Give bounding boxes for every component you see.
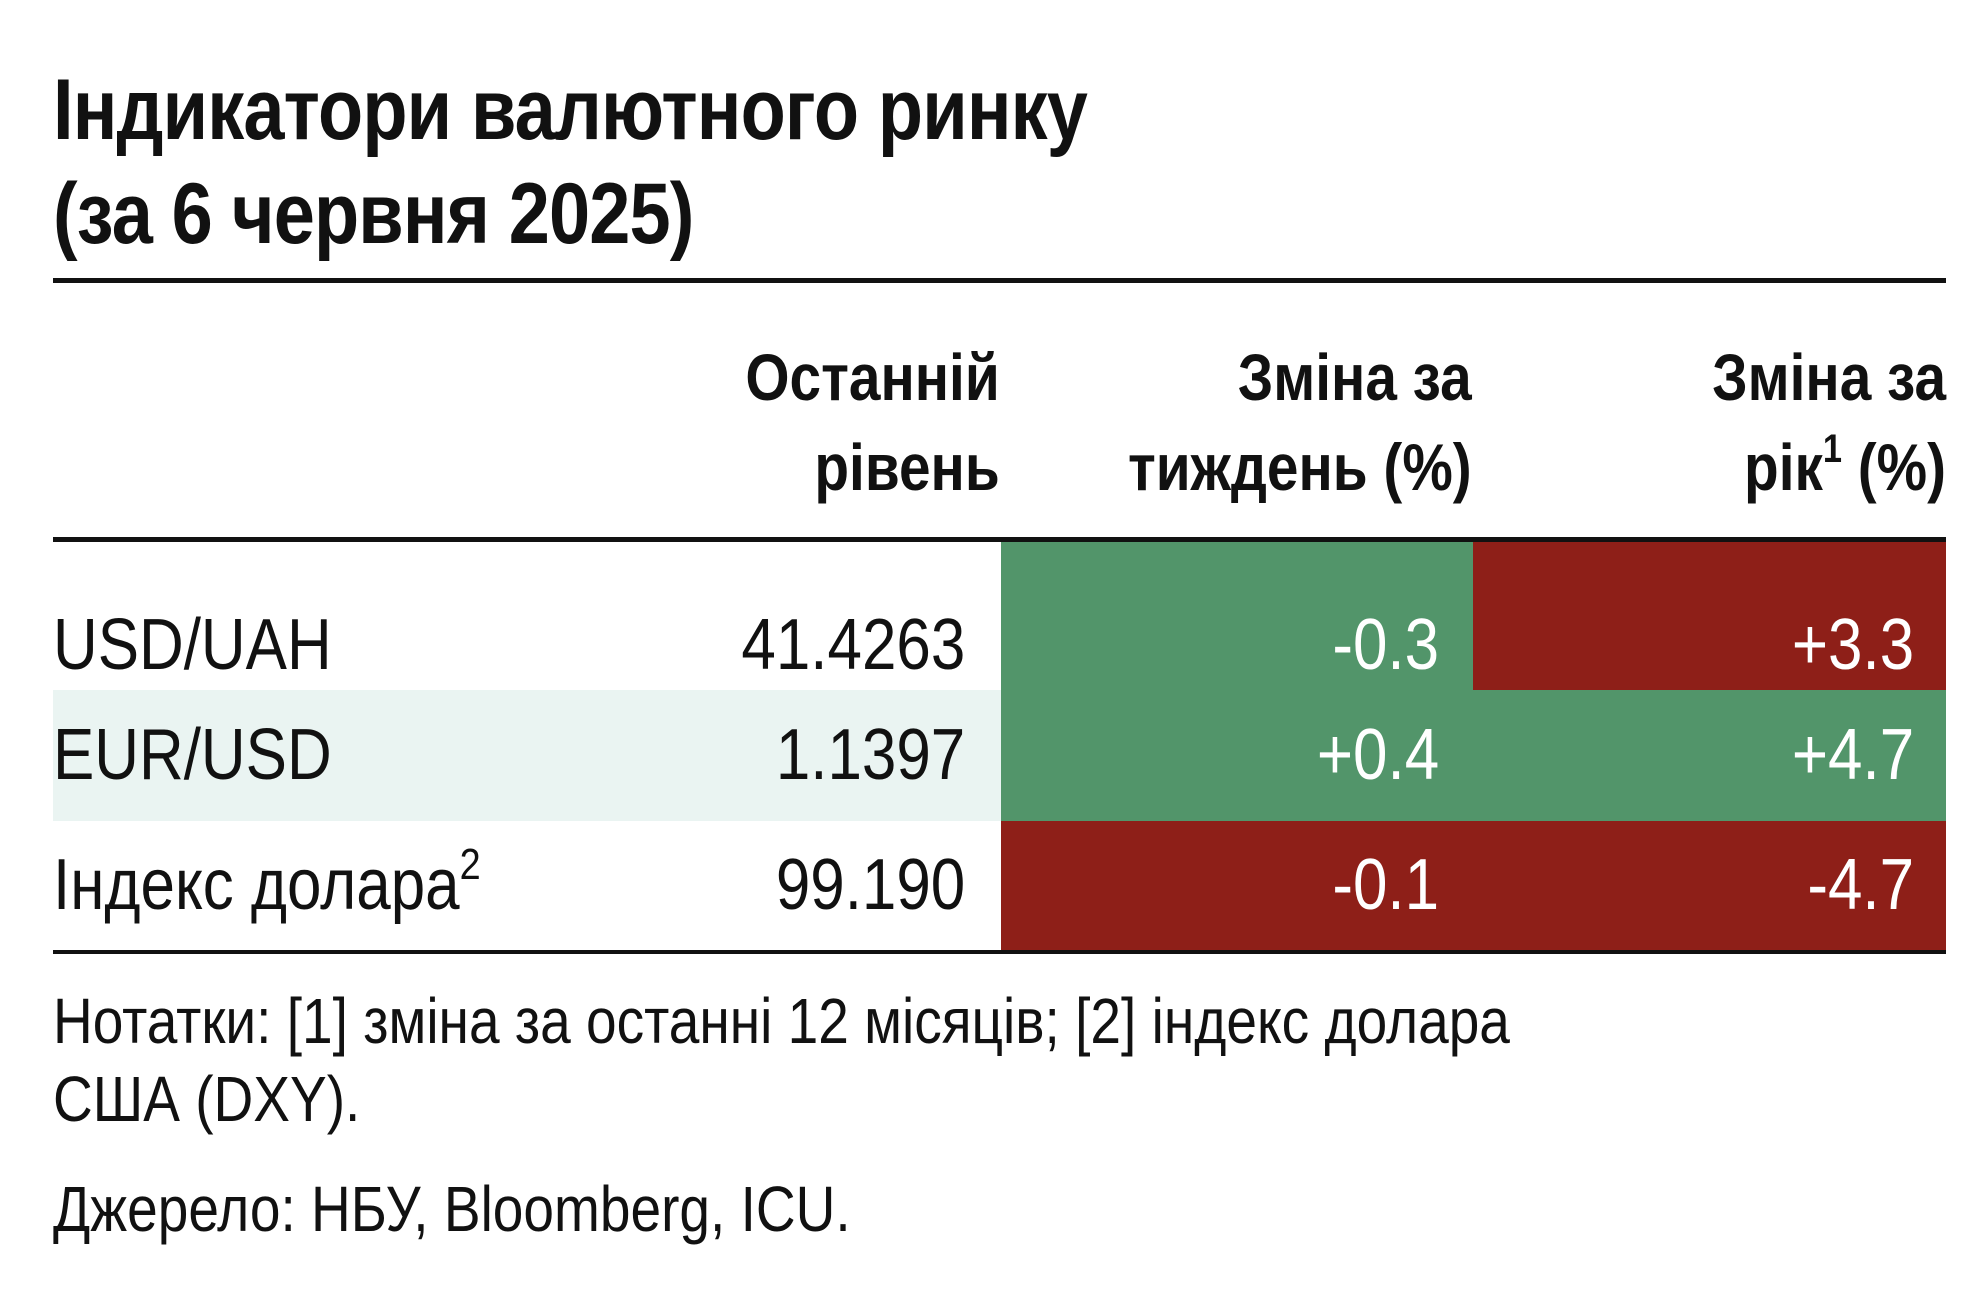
column-header-level-line-2: рівень	[814, 430, 1000, 504]
column-header-year-line-2-unit: (%)	[1841, 430, 1946, 504]
header-rule	[53, 537, 1946, 542]
column-header-year-line-1: Зміна за	[1712, 340, 1946, 414]
year-change-cell	[1473, 542, 1946, 690]
footnote-marker-1: 1	[1822, 427, 1842, 471]
row-level-value: 1.1397	[775, 715, 965, 795]
column-header-week-line-1: Зміна за	[1238, 340, 1472, 414]
year-change-value: +4.7	[1791, 715, 1914, 795]
footnote-marker-2: 2	[459, 840, 481, 889]
year-change-cell	[1473, 690, 1946, 821]
column-header-level-line-1: Останній	[745, 340, 1000, 414]
top-rule	[53, 278, 1946, 283]
week-change-value: -0.1	[1332, 845, 1439, 925]
column-header-level: Останній рівень	[704, 332, 1000, 512]
row-level-value: 41.4263	[741, 605, 965, 685]
table-row-stripe	[53, 690, 1001, 821]
notes-line-1: Нотатки: [1] зміна за останні 12 місяців…	[53, 985, 1510, 1057]
week-change-cell	[1001, 542, 1473, 690]
row-label-text: EUR/USD	[53, 715, 332, 795]
table-title-line-1: Індикатори валютного ринку	[53, 62, 1088, 158]
week-change-value: -0.3	[1332, 605, 1439, 685]
row-label-text: Індекс долара	[53, 845, 460, 925]
column-header-year: Зміна за рік1 (%)	[1674, 332, 1946, 512]
table-title-line-2: (за 6 червня 2025)	[53, 166, 694, 262]
week-change-cell	[1001, 821, 1473, 950]
notes-line-2: США (DXY).	[53, 1063, 361, 1135]
week-change-cell	[1001, 690, 1473, 821]
bottom-rule	[53, 950, 1946, 954]
week-change-value: +0.4	[1316, 715, 1439, 795]
year-change-value: -4.7	[1807, 845, 1914, 925]
column-header-week-line-2: тиждень (%)	[1128, 430, 1472, 504]
row-label-text: USD/UAH	[53, 605, 332, 685]
row-label: USD/UAH	[53, 600, 377, 690]
year-change-cell	[1473, 821, 1946, 950]
row-label: EUR/USD	[53, 710, 377, 800]
table-title: Індикатори валютного ринку (за 6 червня …	[53, 58, 1670, 266]
source-line: Джерело: НБУ, Bloomberg, ICU.	[53, 1173, 851, 1245]
row-level-value: 99.190	[775, 845, 965, 925]
row-label: Індекс долара2	[53, 840, 550, 930]
year-change-value: +3.3	[1791, 605, 1914, 685]
column-header-year-line-2-word: рік	[1743, 430, 1823, 504]
column-header-week: Зміна за тиждень (%)	[1072, 332, 1472, 512]
